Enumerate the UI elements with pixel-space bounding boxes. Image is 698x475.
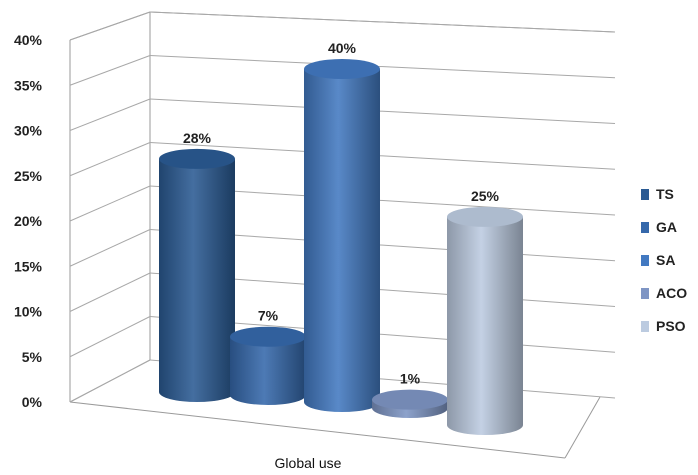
gridline-side xyxy=(69,272,151,312)
legend-label: GA xyxy=(656,219,677,235)
legend-item-ts: TS xyxy=(641,186,674,202)
gridline-side xyxy=(69,316,151,358)
y-tick-label: 25% xyxy=(14,168,43,184)
legend-swatch xyxy=(641,321,649,332)
gridline-side xyxy=(69,359,151,403)
y-tick-label: 40% xyxy=(14,32,43,48)
bar-aco xyxy=(372,389,448,418)
legend-label: SA xyxy=(656,252,675,268)
cylinder-top xyxy=(447,206,523,227)
y-tick-label: 15% xyxy=(14,258,43,274)
gridline-side xyxy=(69,98,151,131)
y-tick-label: 35% xyxy=(14,77,43,93)
cylinder-body xyxy=(447,216,523,435)
cylinder-body xyxy=(304,68,380,413)
y-tick-label: 30% xyxy=(14,123,43,139)
data-label-ts: 28% xyxy=(183,130,212,146)
cylinder-body xyxy=(159,158,235,402)
floor-front-edge xyxy=(69,401,566,459)
y-tick-label: 20% xyxy=(14,213,43,229)
bars xyxy=(159,58,523,435)
data-label-aco: 1% xyxy=(400,371,421,387)
cylinder-top xyxy=(304,58,380,79)
data-label-ga: 7% xyxy=(258,308,279,324)
bar-sa xyxy=(304,58,380,413)
legend-label: PSO xyxy=(656,318,686,334)
floor-right-edge xyxy=(564,396,601,459)
data-label-pso: 25% xyxy=(471,188,500,204)
cylinder-top xyxy=(372,389,448,410)
gridline-side xyxy=(69,55,151,86)
legend: TS GA SA ACO PSO xyxy=(641,186,687,334)
gridline-back xyxy=(149,11,616,33)
cylinder-body xyxy=(230,336,306,405)
gridline-back xyxy=(149,55,616,79)
legend-label: TS xyxy=(656,186,674,202)
bar-ga xyxy=(230,326,306,405)
bar-pso xyxy=(447,206,523,435)
cylinder-top xyxy=(159,148,235,169)
gridline-side xyxy=(69,229,151,267)
legend-swatch xyxy=(641,288,649,299)
gridline-side xyxy=(69,11,151,41)
legend-item-sa: SA xyxy=(641,252,675,268)
legend-item-pso: PSO xyxy=(641,318,686,334)
x-axis-label: Global use xyxy=(275,455,342,471)
bar-ts xyxy=(159,148,235,402)
legend-swatch xyxy=(641,255,649,266)
data-labels: 28% 7% 40% 1% 25% xyxy=(183,40,500,387)
gridline-back xyxy=(149,142,616,170)
legend-swatch xyxy=(641,222,649,233)
legend-label: ACO xyxy=(656,285,687,301)
y-tick-label: 0% xyxy=(22,394,43,410)
legend-item-aco: ACO xyxy=(641,285,687,301)
y-tick-label: 10% xyxy=(14,304,43,320)
legend-item-ga: GA xyxy=(641,219,677,235)
gridline-back xyxy=(149,98,616,124)
gridline-side xyxy=(69,185,151,222)
gridline-side xyxy=(69,142,151,177)
y-axis: 0% 5% 10% 15% 20% 25% 30% 35% 40% xyxy=(14,32,43,410)
data-label-sa: 40% xyxy=(328,40,357,56)
legend-swatch xyxy=(641,189,649,200)
cylinder-top xyxy=(230,326,306,347)
y-tick-label: 5% xyxy=(22,349,43,365)
